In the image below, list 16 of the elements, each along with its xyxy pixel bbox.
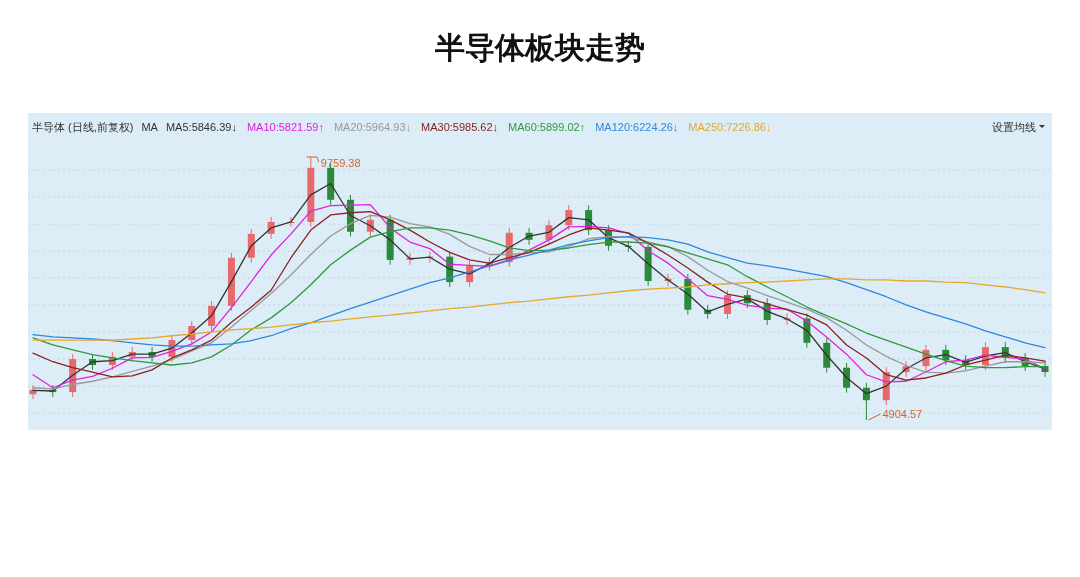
candlestick xyxy=(247,228,255,264)
annotation: 9759.38 xyxy=(320,157,361,169)
text: MA20:5964.93↓ xyxy=(333,121,412,133)
text: 设置均线 xyxy=(992,121,1036,133)
candlestick xyxy=(208,300,216,332)
chart-subtitle: 半导体 (日线,前复权) xyxy=(32,121,134,133)
text: MA10:5821.59↑ xyxy=(246,121,324,133)
annotation: 4904.57 xyxy=(882,408,923,420)
candlestick xyxy=(843,362,851,394)
text: MA60:5899.02↑ xyxy=(508,121,586,133)
text: MA5:5846.39↓ xyxy=(165,121,237,133)
text: MA30:5985.62↓ xyxy=(421,121,499,133)
text: MA250:7226.86↓ xyxy=(688,121,772,133)
legend-title: MA xyxy=(141,121,159,133)
text: MA120:6224.26↓ xyxy=(595,121,679,133)
chart-title: 半导体板块走势 xyxy=(434,31,645,64)
